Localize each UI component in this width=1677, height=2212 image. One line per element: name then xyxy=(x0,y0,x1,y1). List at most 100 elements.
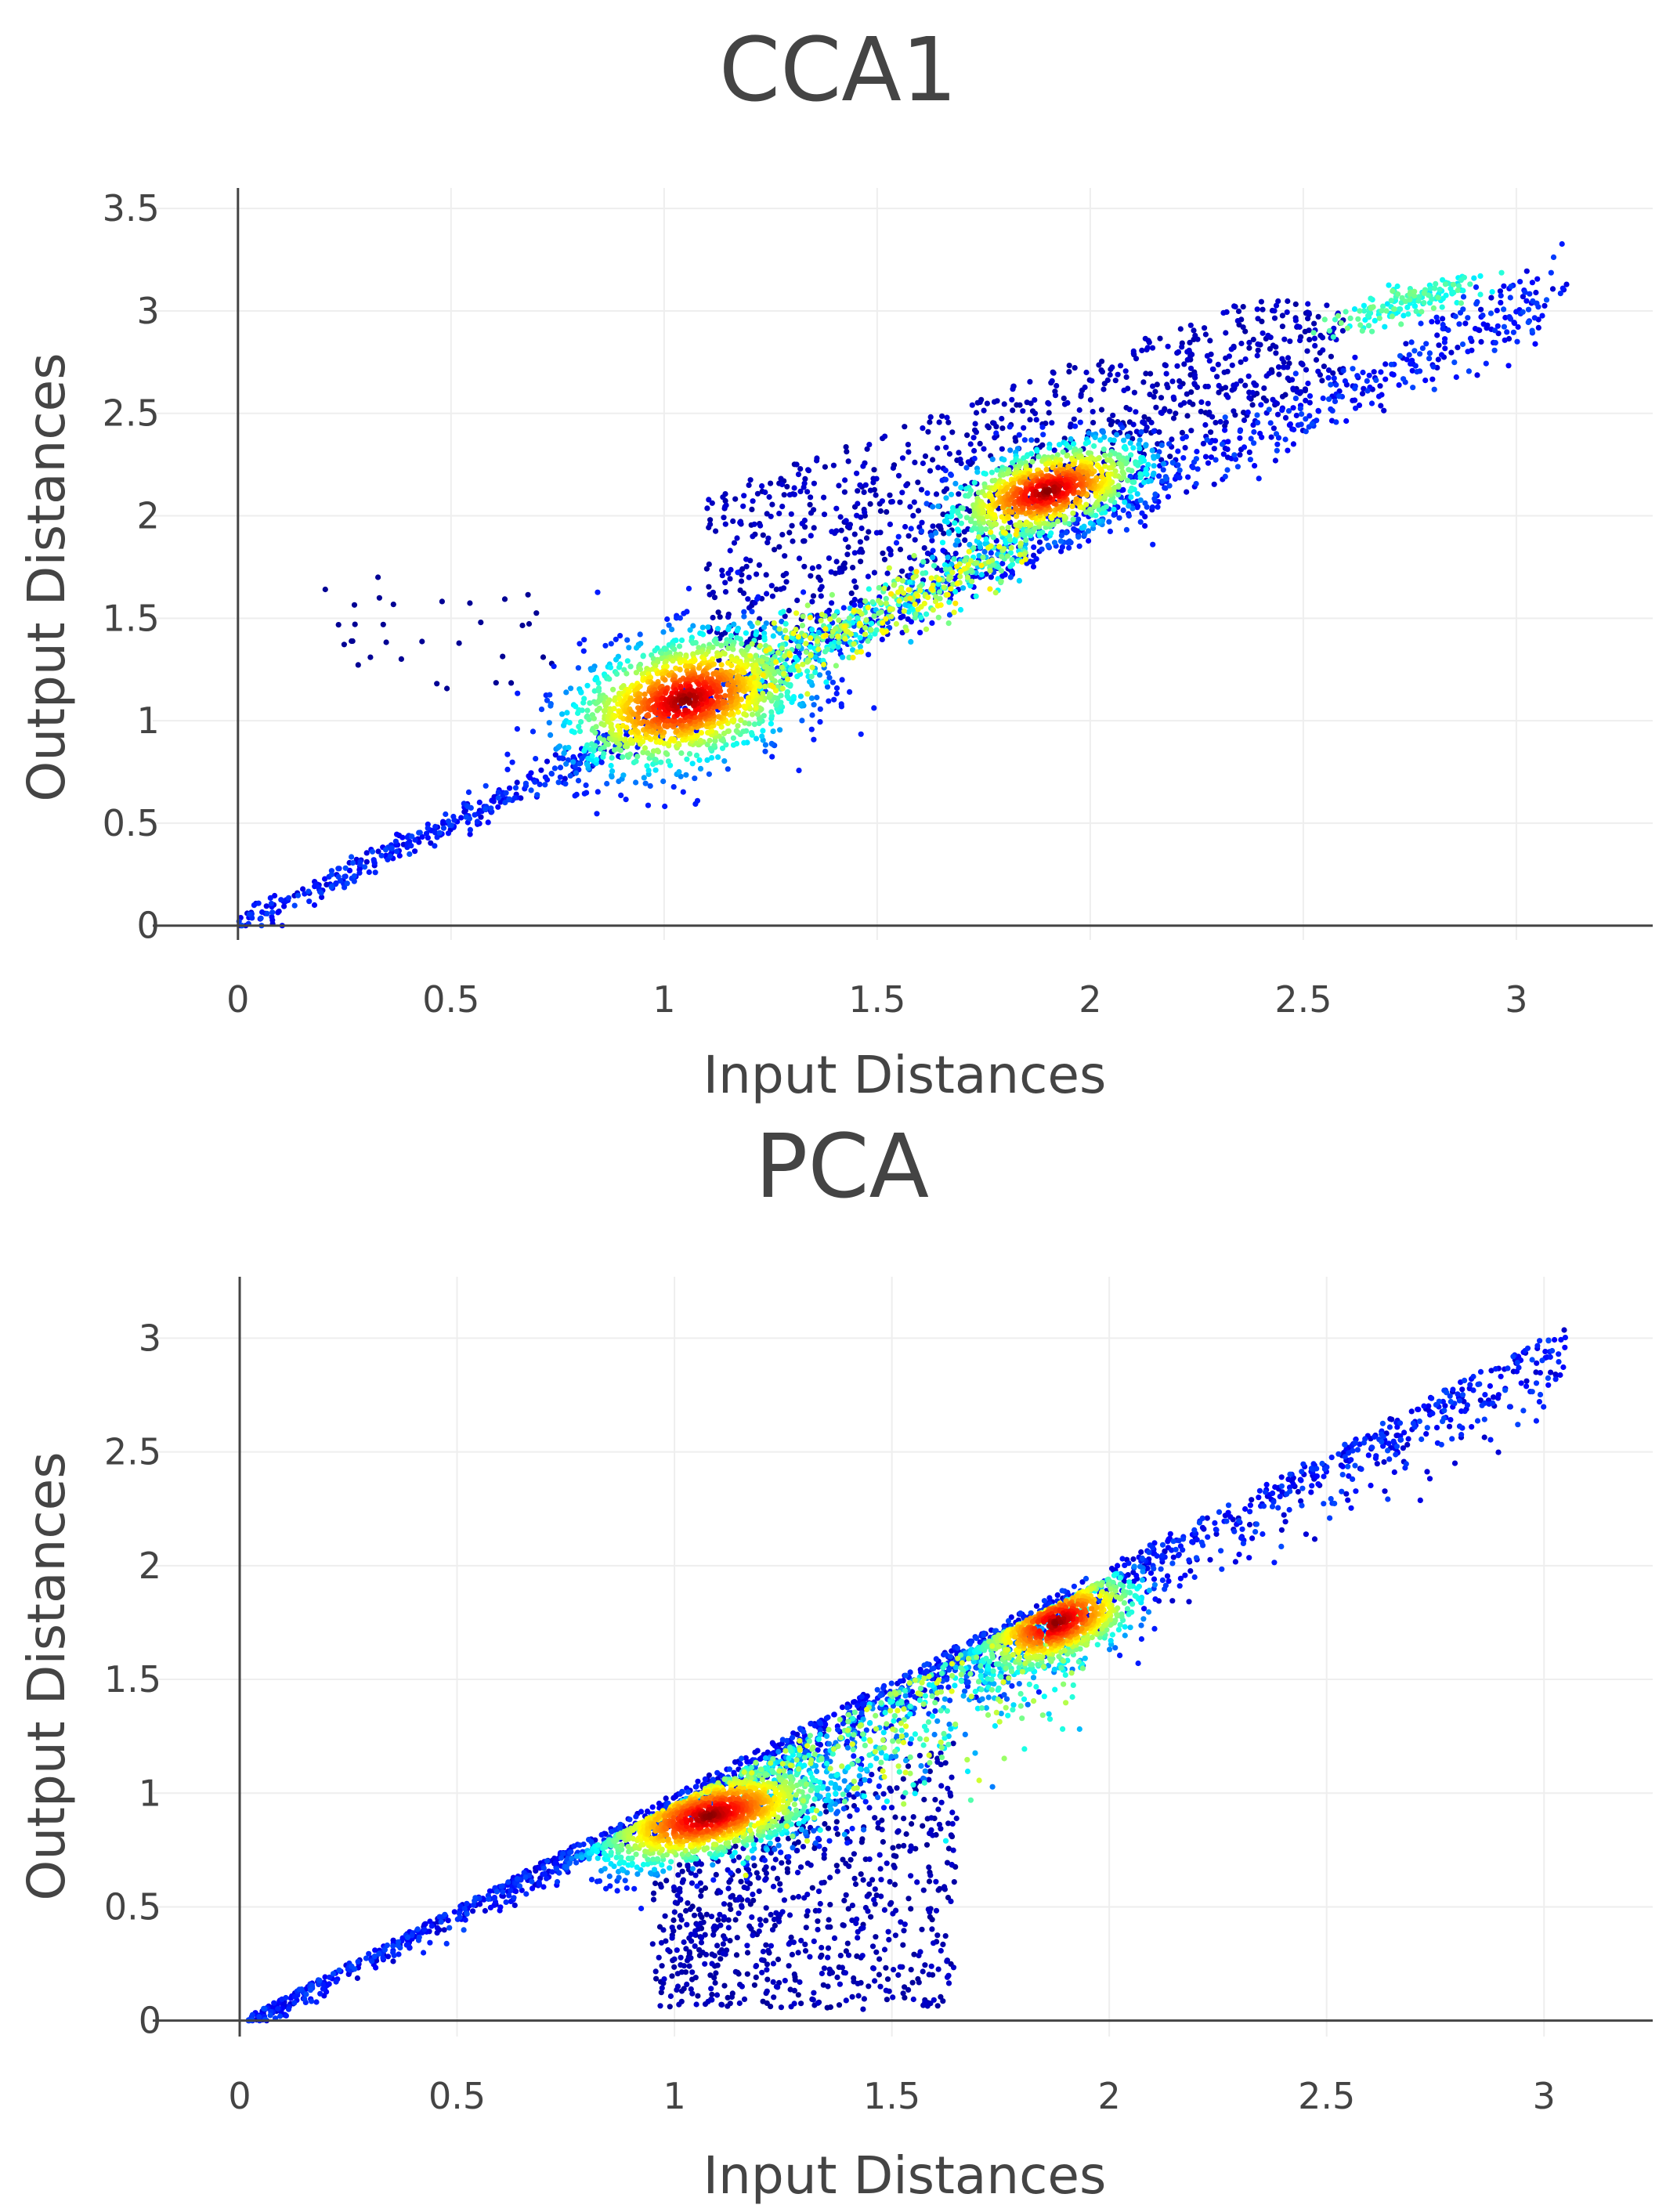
data-point xyxy=(1050,370,1057,376)
data-point xyxy=(1001,457,1007,463)
data-point xyxy=(847,689,853,696)
data-point xyxy=(1247,457,1253,463)
data-point xyxy=(1439,304,1445,310)
data-point xyxy=(1166,441,1173,447)
data-point xyxy=(697,765,704,772)
data-point xyxy=(786,652,793,659)
data-point xyxy=(1294,389,1300,395)
data-point xyxy=(1523,298,1530,304)
data-point xyxy=(994,467,1000,473)
data-point xyxy=(1002,572,1008,578)
data-point xyxy=(544,758,551,764)
data-point xyxy=(1066,544,1072,551)
data-point xyxy=(633,779,639,786)
data-point xyxy=(845,458,851,464)
data-point xyxy=(465,804,472,810)
data-point xyxy=(1180,455,1187,461)
data-point xyxy=(389,845,395,851)
data-point xyxy=(1222,414,1228,421)
data-point xyxy=(1430,363,1437,370)
data-point xyxy=(595,789,601,795)
data-point xyxy=(1017,519,1023,526)
data-point xyxy=(1082,440,1089,446)
data-point xyxy=(985,423,991,429)
data-point xyxy=(822,632,829,638)
data-point xyxy=(1001,401,1007,407)
data-point xyxy=(707,517,714,523)
data-point xyxy=(1096,518,1102,525)
data-point xyxy=(858,525,865,532)
data-point xyxy=(808,510,815,516)
data-point xyxy=(715,754,721,761)
data-point xyxy=(920,425,926,432)
data-point xyxy=(1235,308,1242,314)
data-point xyxy=(1139,347,1145,353)
data-point xyxy=(1043,466,1050,473)
data-point xyxy=(1231,303,1238,309)
data-point xyxy=(654,747,660,754)
data-point xyxy=(1255,347,1261,353)
data-point xyxy=(1039,424,1046,430)
data-point xyxy=(945,419,952,425)
data-point xyxy=(571,729,577,736)
data-point xyxy=(693,752,700,759)
data-point xyxy=(930,504,936,510)
data-point xyxy=(451,817,457,823)
data-point xyxy=(1460,306,1466,313)
data-point xyxy=(908,619,914,625)
data-point xyxy=(444,685,450,692)
data-point xyxy=(1150,383,1156,389)
data-point xyxy=(576,724,582,730)
data-point xyxy=(662,803,668,810)
data-point xyxy=(497,799,504,805)
data-point xyxy=(853,584,859,591)
data-point xyxy=(699,624,706,631)
data-point xyxy=(1268,434,1274,440)
data-point xyxy=(1319,378,1325,384)
data-point xyxy=(1370,304,1376,310)
data-point xyxy=(933,491,940,497)
data-point xyxy=(627,663,634,670)
data-point xyxy=(1411,348,1418,354)
data-point xyxy=(1058,548,1064,555)
data-point xyxy=(984,400,990,407)
data-point xyxy=(811,480,817,486)
data-point xyxy=(1169,460,1176,466)
data-point xyxy=(1155,504,1161,510)
data-point xyxy=(770,633,776,639)
data-point xyxy=(1209,414,1216,420)
data-point xyxy=(877,600,884,606)
data-point xyxy=(881,556,888,562)
data-point xyxy=(1522,289,1528,295)
data-point xyxy=(1237,428,1243,435)
data-point xyxy=(1418,320,1424,327)
data-point xyxy=(396,852,403,859)
data-point xyxy=(322,876,328,882)
data-point xyxy=(623,797,629,803)
data-point xyxy=(594,811,600,817)
data-point xyxy=(563,689,569,696)
data-point xyxy=(958,520,964,526)
data-point xyxy=(956,450,962,456)
data-point xyxy=(419,833,425,840)
data-point xyxy=(763,648,769,654)
data-point xyxy=(1060,449,1066,455)
data-point xyxy=(1255,341,1261,347)
data-point xyxy=(1188,389,1195,396)
data-point xyxy=(1389,313,1395,320)
data-point xyxy=(357,862,363,868)
data-point xyxy=(432,843,438,849)
data-point xyxy=(790,538,796,544)
data-point xyxy=(779,532,786,538)
data-point xyxy=(911,552,917,559)
data-point xyxy=(1137,446,1143,452)
data-point xyxy=(1325,374,1332,381)
data-point xyxy=(566,720,573,726)
data-point xyxy=(973,429,979,436)
data-point xyxy=(1321,316,1328,323)
data-point xyxy=(1223,385,1229,391)
data-point xyxy=(1343,309,1349,315)
data-point xyxy=(1104,377,1111,383)
data-point xyxy=(1101,434,1108,440)
data-point xyxy=(1068,436,1074,443)
